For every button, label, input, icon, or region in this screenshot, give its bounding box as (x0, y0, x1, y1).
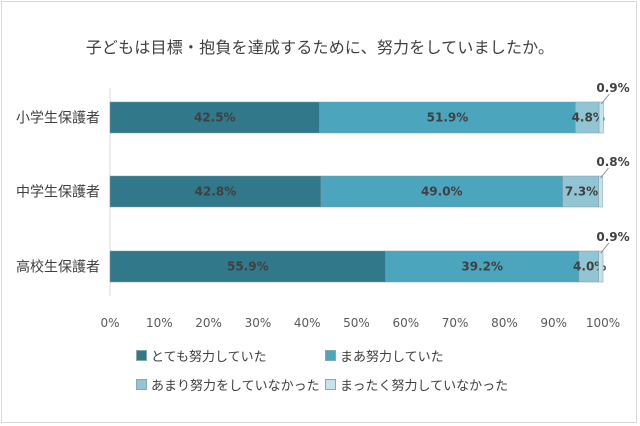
category-label-3: 高校生保護者 (16, 259, 100, 276)
data-label-1-3: 4.8% (572, 111, 605, 125)
legend-swatch-2 (325, 350, 336, 361)
callout-line-3 (600, 242, 610, 254)
x-tick-label-4: 40% (294, 316, 321, 330)
bar-1-series-2 (319, 101, 576, 134)
data-label-2-4: 0.8% (596, 155, 629, 169)
chart-title: 子どもは目標・抱負を達成するために、努力をしていましたか。 (85, 38, 555, 57)
category-label-2: 中学生保護者 (16, 185, 100, 201)
bar-3-series-2 (385, 250, 580, 283)
bar-2-series-3 (562, 175, 599, 208)
legend-label-1: とても努力していた (151, 350, 267, 365)
x-tick-label-5: 50% (343, 316, 370, 330)
callout-line-2 (600, 167, 609, 179)
legend-label-4: まったく努力していなかった (340, 379, 509, 394)
x-tick-label-6: 60% (392, 316, 419, 330)
legend-swatch-4 (325, 379, 336, 390)
callout-line-1 (600, 93, 610, 105)
bar-3-series-1 (109, 250, 386, 283)
legend-swatch-1 (136, 350, 147, 361)
x-tick-label-9: 90% (540, 316, 567, 330)
x-tick-label-2: 20% (195, 316, 222, 330)
data-label-3-1: 55.9% (227, 260, 269, 274)
data-label-2-3: 7.3% (565, 185, 598, 199)
x-tick-label-7: 70% (442, 316, 469, 330)
legend-swatch-3 (136, 379, 147, 390)
data-label-1-4: 0.9% (596, 81, 629, 95)
data-label-1-1: 42.5% (194, 111, 236, 125)
legend-label-3: あまり努力をしていなかった (151, 379, 320, 394)
bar-1-series-1 (109, 101, 320, 134)
data-label-3-2: 39.2% (461, 260, 503, 274)
category-label-1: 小学生保護者 (16, 111, 100, 127)
data-label-3-4: 0.9% (596, 230, 629, 244)
x-tick-label-8: 80% (491, 316, 518, 330)
bar-1-series-4 (598, 101, 604, 134)
bar-2-series-2 (320, 175, 563, 208)
data-label-2-2: 49.0% (421, 185, 463, 199)
legend-item-4: まったく努力していなかった (325, 375, 508, 394)
bar-2-series-1 (109, 175, 322, 208)
legend-label-2: まあ努力していた (340, 350, 444, 365)
x-tick-label-0: 0% (100, 316, 119, 330)
x-tick-label-1: 10% (146, 316, 173, 330)
bar-2-series-4 (598, 175, 603, 208)
x-tick-label-10: 100% (586, 316, 620, 330)
legend-item-1: とても努力していた (136, 346, 267, 365)
data-label-2-1: 42.8% (195, 185, 237, 199)
legend-item-2: まあ努力していた (325, 346, 444, 365)
data-label-3-3: 4.0% (573, 260, 606, 274)
x-tick-label-3: 30% (245, 316, 272, 330)
legend-item-3: あまり努力をしていなかった (136, 375, 320, 394)
bar-3-series-4 (598, 250, 604, 283)
data-label-1-2: 51.9% (427, 111, 469, 125)
